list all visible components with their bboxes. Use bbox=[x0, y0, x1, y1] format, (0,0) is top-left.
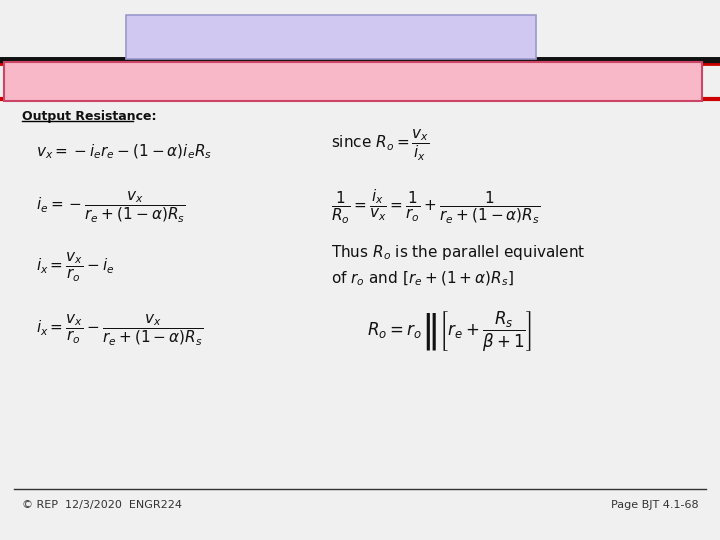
Text: Common-Collector Amplifier - Emitter Follower (cont.): Common-Collector Amplifier - Emitter Fol… bbox=[68, 72, 637, 91]
Text: since $R_o = \dfrac{v_x}{i_x}$: since $R_o = \dfrac{v_x}{i_x}$ bbox=[331, 128, 430, 164]
Text: Page BJT 4.1-68: Page BJT 4.1-68 bbox=[611, 500, 698, 510]
Text: $\dfrac{1}{R_o} = \dfrac{i_x}{v_x} = \dfrac{1}{r_o} + \dfrac{1}{r_e + (1-\alpha): $\dfrac{1}{R_o} = \dfrac{i_x}{v_x} = \df… bbox=[331, 187, 541, 225]
Text: $R_o = r_o \left\| \left[ r_e + \dfrac{R_s}{\beta+1} \right] \right.$: $R_o = r_o \left\| \left[ r_e + \dfrac{R… bbox=[367, 310, 533, 354]
Text: $i_x = \dfrac{v_x}{r_o} - i_e$: $i_x = \dfrac{v_x}{r_o} - i_e$ bbox=[36, 251, 114, 284]
Text: $i_e = -\dfrac{v_x}{r_e + (1-\alpha)R_s}$: $i_e = -\dfrac{v_x}{r_e + (1-\alpha)R_s}… bbox=[36, 189, 186, 224]
Text: Bipolar Junction Transistors: Bipolar Junction Transistors bbox=[168, 26, 494, 47]
Text: Output Resistance:: Output Resistance: bbox=[22, 110, 156, 123]
Text: Thus $R_o$ is the parallel equivalent
of $r_o$ and $[r_e + (1+\alpha)R_s]$: Thus $R_o$ is the parallel equivalent of… bbox=[331, 243, 586, 288]
Text: $v_x = -i_e r_e - (1-\alpha)i_e R_s$: $v_x = -i_e r_e - (1-\alpha)i_e R_s$ bbox=[36, 143, 212, 161]
Text: $i_x = \dfrac{v_x}{r_o} - \dfrac{v_x}{r_e + (1-\alpha)R_s}$: $i_x = \dfrac{v_x}{r_o} - \dfrac{v_x}{r_… bbox=[36, 312, 203, 347]
Text: © REP  12/3/2020  ENGR224: © REP 12/3/2020 ENGR224 bbox=[22, 500, 181, 510]
